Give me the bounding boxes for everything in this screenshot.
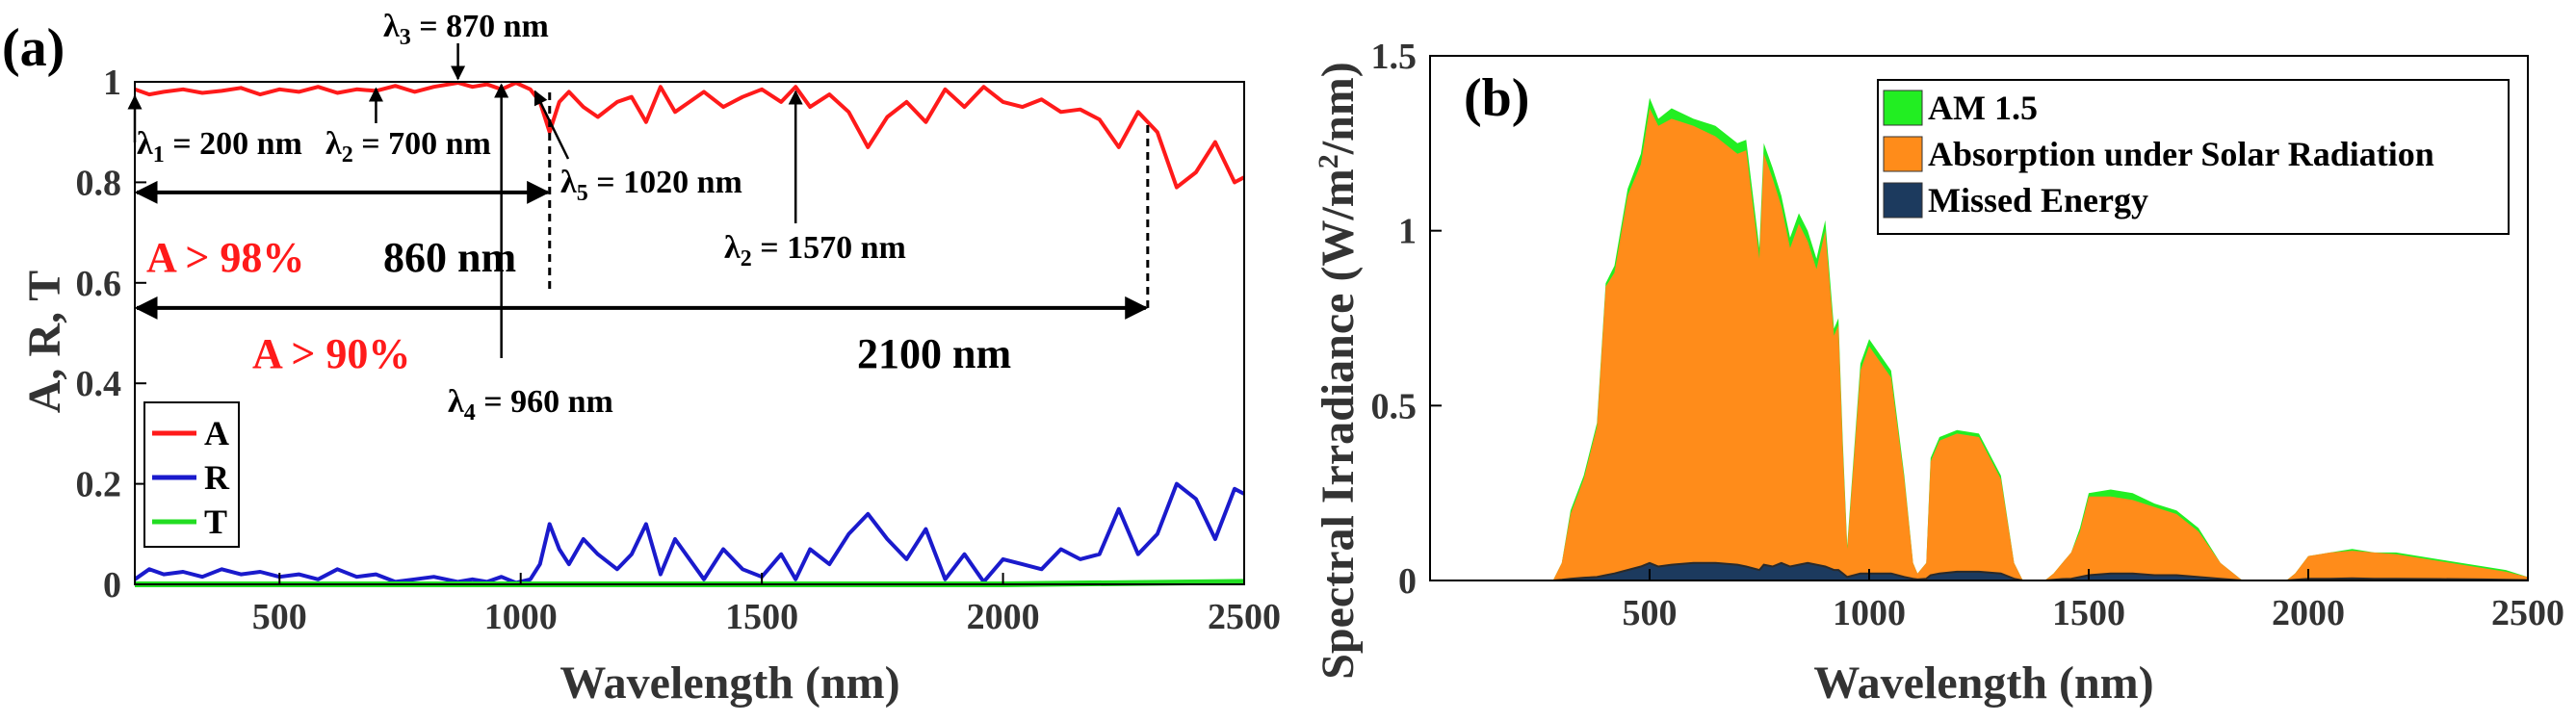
lambda-annotation: λ2 = 700 nm <box>325 126 491 168</box>
y-tick-label: 0.6 <box>76 264 122 304</box>
y-tick-label: 1 <box>103 63 121 103</box>
y-tick-label: 0 <box>103 565 121 606</box>
panel-b-label: (b) <box>1464 68 1529 128</box>
panel-a-annotations: λ1 = 200 nm λ2 = 700 nm λ3 = 870 nm λ4 = 96… <box>127 9 1150 425</box>
panel-b-x-axis-label: Wavelength (nm) <box>1813 658 2153 709</box>
panel-b: 500 1000 1500 2000 2500 0 0.5 1 1.5 (b) Waveleng… <box>1313 37 2564 709</box>
x-tick-label: 2500 <box>2491 593 2564 633</box>
legend-label-A: A <box>204 414 229 452</box>
y-tick-label: 1.5 <box>1371 37 1418 77</box>
legend-swatch-missed <box>1883 182 1923 219</box>
y-tick-label: 0.8 <box>76 163 122 203</box>
panel-a-ticks: 500 1000 1500 2000 2500 0 0.2 0.4 0.6 0.8 1 <box>76 63 1282 637</box>
panel-a-y-axis-label: A, R, T <box>19 271 70 413</box>
lambda-annotation: λ2 = 1570 nm <box>724 230 906 271</box>
panel-b-plot-area <box>1429 55 2529 581</box>
y-tick-label: 0.4 <box>76 364 122 404</box>
range-90-width-label: 2100 nm <box>857 330 1011 377</box>
legend-label-am15: AM 1.5 <box>1928 89 2038 127</box>
panel-a-x-axis-label: Wavelength (nm) <box>559 658 899 709</box>
panel-b-legend: AM 1.5 Absorption under Solar Radiation Mi… <box>1877 79 2510 235</box>
panel-a-label: (a) <box>2 18 65 78</box>
legend-swatch-absorption <box>1883 136 1923 172</box>
legend-label-T: T <box>204 503 227 541</box>
lambda-annotation: λ3 = 870 nm <box>383 9 549 50</box>
panel-b-y-axis-label-main: Spectral Irradiance (W/m <box>1313 168 1364 680</box>
lambda-annotation: λ4 = 960 nm <box>448 384 613 425</box>
series-line-R <box>133 481 1245 585</box>
legend-swatch-am15 <box>1883 90 1923 126</box>
lambda5-arrow <box>533 90 570 160</box>
lambda-annotation: λ5 = 1020 nm <box>560 165 742 206</box>
panel-b-axes-box <box>1429 55 2529 581</box>
panel-a-plot-area <box>133 81 1245 587</box>
panel-b-y-axis-label-tail: /nm) <box>1313 62 1364 155</box>
range-90-label: A > 90% <box>252 330 410 377</box>
series-line-A <box>134 81 1245 190</box>
x-tick-label: 500 <box>1623 593 1678 633</box>
panel-b-y-axis-label: Spectral Irradiance (W/m2/nm) <box>1313 62 1364 680</box>
x-tick-label: 500 <box>252 597 307 637</box>
range-98-width-label: 860 nm <box>383 234 516 281</box>
x-tick-label: 1500 <box>2052 593 2125 633</box>
range-98-label: A > 98% <box>146 234 304 281</box>
x-tick-label: 2000 <box>2272 593 2345 633</box>
legend-label-missed: Missed Energy <box>1928 181 2148 219</box>
y-tick-label: 0.2 <box>76 465 122 505</box>
legend-box <box>1877 79 2510 235</box>
x-tick-label: 1500 <box>725 597 798 637</box>
y-tick-label: 0 <box>1398 561 1417 602</box>
x-tick-label: 2500 <box>1208 597 1281 637</box>
x-tick-label: 1000 <box>484 597 558 637</box>
panel-a-legend: ART <box>143 401 240 548</box>
y-tick-label: 0.5 <box>1371 386 1418 426</box>
panel-a-axes-box <box>134 81 1245 585</box>
x-tick-label: 2000 <box>967 597 1040 637</box>
panel-a: (a) 500 1000 1500 2000 2500 0 0.2 0.4 0.6 0.8 1 Wa… <box>2 9 1281 709</box>
y-tick-label: 1 <box>1398 212 1417 252</box>
panel-b-ticks: 500 1000 1500 2000 2500 0 0.5 1 1.5 <box>1371 37 2565 633</box>
legend-label-R: R <box>204 458 230 497</box>
panel-b-y-axis-label-sup: 2 <box>1313 154 1344 168</box>
area-series-absorption <box>1552 108 2528 580</box>
lambda-annotation: λ1 = 200 nm <box>137 126 302 168</box>
x-tick-label: 1000 <box>1833 593 1906 633</box>
legend-label-absorption: Absorption under Solar Radiation <box>1928 135 2434 173</box>
